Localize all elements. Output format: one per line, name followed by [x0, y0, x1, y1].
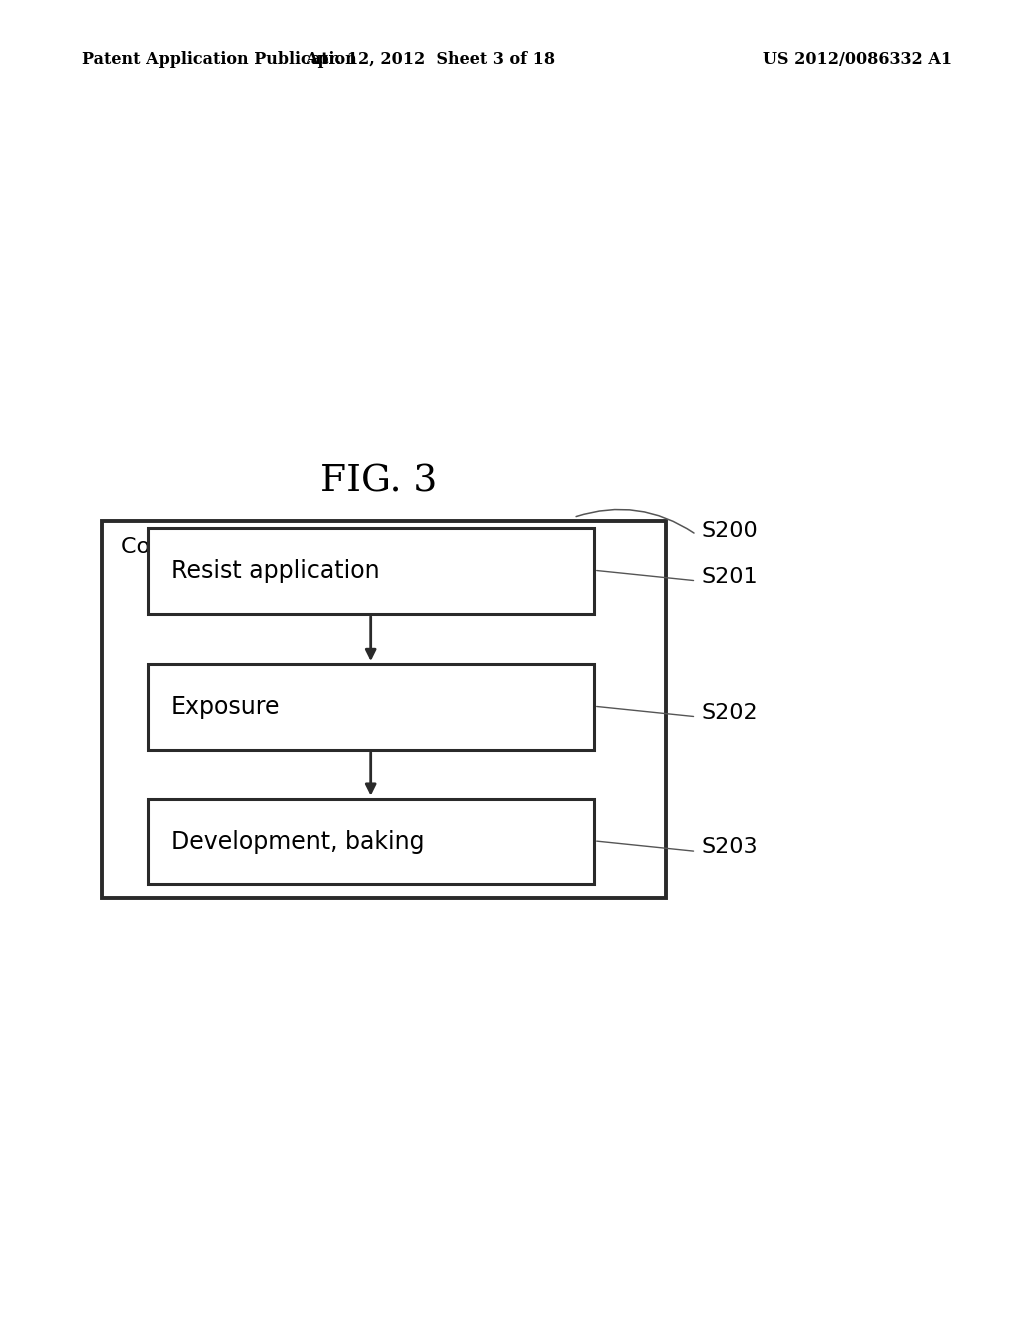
Text: S200: S200: [701, 520, 758, 541]
Text: Exposure: Exposure: [171, 694, 281, 719]
Text: US 2012/0086332 A1: US 2012/0086332 A1: [763, 51, 952, 67]
Bar: [148, 664, 594, 750]
Text: S203: S203: [701, 837, 758, 858]
Text: Resist application: Resist application: [171, 558, 380, 583]
Bar: [148, 528, 594, 614]
Text: Development, baking: Development, baking: [171, 829, 425, 854]
Text: Patent Application Publication: Patent Application Publication: [82, 51, 356, 67]
Text: Apr. 12, 2012  Sheet 3 of 18: Apr. 12, 2012 Sheet 3 of 18: [305, 51, 555, 67]
Text: FIG. 3: FIG. 3: [321, 463, 437, 500]
Text: S201: S201: [701, 566, 758, 587]
Text: S202: S202: [701, 702, 758, 723]
Text: Color filter process: Color filter process: [121, 537, 331, 557]
Bar: [148, 799, 594, 884]
Bar: [102, 521, 666, 898]
